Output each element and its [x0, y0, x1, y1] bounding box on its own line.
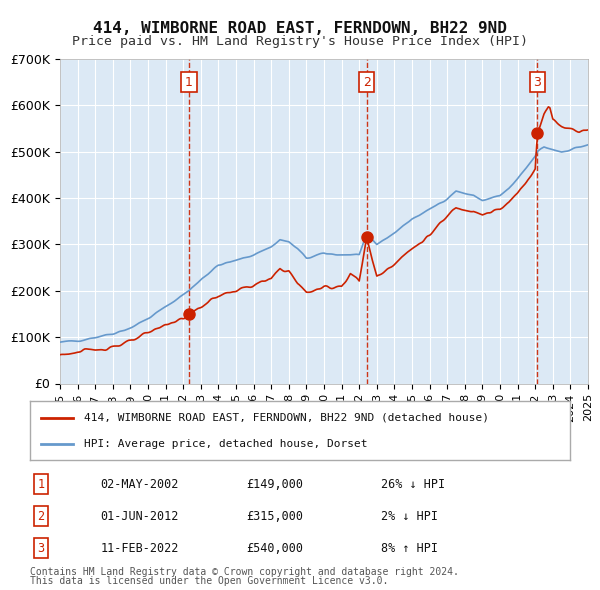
- Text: 2: 2: [362, 76, 371, 88]
- Text: 1: 1: [185, 76, 193, 88]
- Text: 414, WIMBORNE ROAD EAST, FERNDOWN, BH22 9ND: 414, WIMBORNE ROAD EAST, FERNDOWN, BH22 …: [93, 21, 507, 35]
- Text: 2: 2: [37, 510, 44, 523]
- Text: 02-MAY-2002: 02-MAY-2002: [100, 478, 179, 491]
- Text: 2% ↓ HPI: 2% ↓ HPI: [381, 510, 438, 523]
- Text: Contains HM Land Registry data © Crown copyright and database right 2024.: Contains HM Land Registry data © Crown c…: [30, 567, 459, 577]
- Text: £315,000: £315,000: [246, 510, 303, 523]
- Text: This data is licensed under the Open Government Licence v3.0.: This data is licensed under the Open Gov…: [30, 576, 388, 586]
- Text: 8% ↑ HPI: 8% ↑ HPI: [381, 542, 438, 555]
- Text: 3: 3: [37, 542, 44, 555]
- Text: £540,000: £540,000: [246, 542, 303, 555]
- Text: Price paid vs. HM Land Registry's House Price Index (HPI): Price paid vs. HM Land Registry's House …: [72, 35, 528, 48]
- Text: 3: 3: [533, 76, 541, 88]
- Text: 11-FEB-2022: 11-FEB-2022: [100, 542, 179, 555]
- Text: 414, WIMBORNE ROAD EAST, FERNDOWN, BH22 9ND (detached house): 414, WIMBORNE ROAD EAST, FERNDOWN, BH22 …: [84, 413, 489, 422]
- Text: 1: 1: [37, 478, 44, 491]
- Text: HPI: Average price, detached house, Dorset: HPI: Average price, detached house, Dors…: [84, 439, 367, 448]
- Text: 26% ↓ HPI: 26% ↓ HPI: [381, 478, 445, 491]
- Text: 01-JUN-2012: 01-JUN-2012: [100, 510, 179, 523]
- Text: £149,000: £149,000: [246, 478, 303, 491]
